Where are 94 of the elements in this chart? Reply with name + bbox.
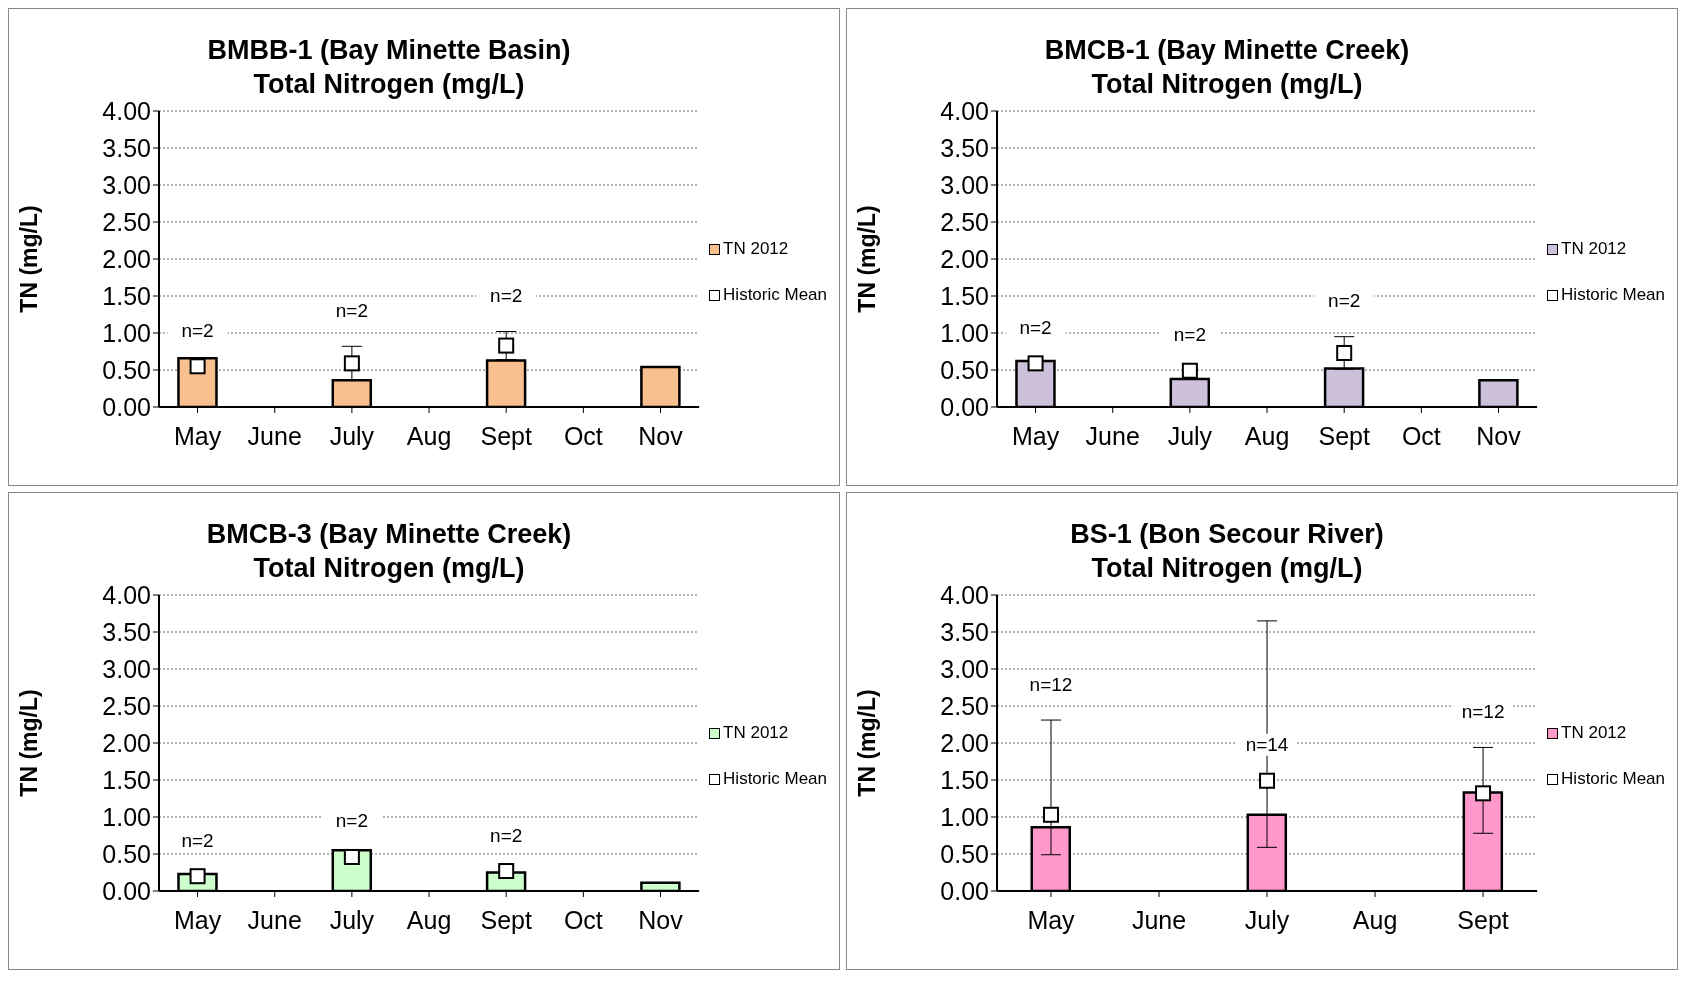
y-tick-label: 2.50	[940, 691, 989, 720]
y-tick-label: 0.00	[102, 876, 151, 905]
y-tick-label: 2.50	[102, 691, 151, 720]
chart-title: BMCB-3 (Bay Minette Creek)	[205, 518, 573, 551]
legend-label: TN 2012	[1561, 723, 1627, 743]
y-axis-title: TN (mg/L)	[854, 689, 881, 797]
y-tick-label: 0.50	[940, 355, 989, 384]
x-tick-label: Aug	[406, 905, 452, 934]
y-tick-label: 2.50	[940, 207, 989, 236]
chart-subtitle: Total Nitrogen (mg/L)	[253, 69, 525, 99]
annotation: n=12	[1029, 673, 1073, 695]
y-tick-label: 0.50	[102, 839, 151, 868]
x-tick-label: July	[329, 421, 375, 450]
x-tick-label: May	[1027, 905, 1076, 934]
chart-title: BS-1 (Bon Secour River)	[1069, 518, 1385, 551]
annotation: n=2	[490, 824, 523, 846]
y-tick-label: 3.50	[940, 133, 989, 162]
chart-subtitle: Total Nitrogen (mg/L)	[253, 553, 525, 583]
x-tick-label: Nov	[638, 905, 684, 934]
y-tick-label: 1.50	[940, 765, 989, 794]
annotation: n=2	[181, 319, 214, 341]
y-tick-label: 4.00	[940, 96, 989, 125]
y-tick-label: 1.50	[102, 281, 151, 310]
x-tick-label: Oct	[1401, 421, 1441, 450]
chart-subtitle: Total Nitrogen (mg/L)	[1091, 553, 1363, 583]
annotation: n=2	[490, 285, 523, 307]
y-tick-label: 2.00	[102, 728, 151, 757]
y-tick-label: 1.00	[940, 318, 989, 347]
y-tick-label: 0.00	[940, 392, 989, 421]
y-tick-label: 1.00	[102, 802, 151, 831]
y-axis-title: TN (mg/L)	[16, 689, 43, 797]
x-tick-label: June	[247, 421, 302, 450]
annotation: n=12	[1461, 700, 1505, 722]
x-tick-label: June	[247, 905, 302, 934]
x-tick-label: May	[173, 905, 222, 934]
y-tick-label: 1.50	[102, 765, 151, 794]
x-tick-label: Sept	[480, 905, 532, 934]
x-tick-label: Nov	[638, 421, 684, 450]
legend-label: Historic Mean	[1561, 769, 1665, 789]
y-axis-title: TN (mg/L)	[854, 205, 881, 313]
y-tick-label: 4.00	[940, 580, 989, 609]
legend-label: TN 2012	[723, 239, 789, 259]
y-tick-label: 2.00	[102, 244, 151, 273]
x-tick-label: Aug	[1352, 905, 1398, 934]
x-tick-label: Oct	[563, 905, 603, 934]
annotation: n=2	[181, 829, 214, 851]
legend-label: TN 2012	[1561, 239, 1627, 259]
legend-label: Historic Mean	[1561, 285, 1665, 305]
x-tick-label: July	[329, 905, 375, 934]
y-tick-label: 0.00	[940, 876, 989, 905]
y-tick-label: 2.50	[102, 207, 151, 236]
chart-subtitle: Total Nitrogen (mg/L)	[1091, 69, 1363, 99]
legend-label: Historic Mean	[723, 769, 827, 789]
legend-label: TN 2012	[723, 723, 789, 743]
y-tick-label: 0.50	[940, 839, 989, 868]
annotation: n=2	[1173, 324, 1206, 346]
x-tick-label: May	[173, 421, 222, 450]
chart-title: BMBB-1 (Bay Minette Basin)	[206, 34, 572, 67]
y-axis-title: TN (mg/L)	[16, 205, 43, 313]
annotation: n=2	[335, 810, 368, 832]
annotation: n=2	[1019, 316, 1052, 338]
x-tick-label: Nov	[1476, 421, 1522, 450]
y-tick-label: 3.00	[102, 170, 151, 199]
x-tick-label: May	[1011, 421, 1060, 450]
x-tick-label: July	[1167, 421, 1213, 450]
x-tick-label: Sept	[1457, 905, 1509, 934]
y-tick-label: 3.50	[102, 133, 151, 162]
x-tick-label: June	[1085, 421, 1140, 450]
y-tick-label: 0.00	[102, 392, 151, 421]
y-tick-label: 3.00	[940, 654, 989, 683]
x-tick-label: Aug	[1244, 421, 1290, 450]
x-tick-label: Oct	[563, 421, 603, 450]
legend-label: Historic Mean	[723, 285, 827, 305]
y-tick-label: 2.00	[940, 728, 989, 757]
y-tick-label: 1.50	[940, 281, 989, 310]
y-tick-label: 3.50	[102, 617, 151, 646]
annotation: n=2	[335, 299, 368, 321]
annotation: n=2	[1328, 290, 1361, 312]
y-tick-label: 4.00	[102, 96, 151, 125]
x-tick-label: Aug	[406, 421, 452, 450]
y-tick-label: 3.00	[102, 654, 151, 683]
x-tick-label: Sept	[1318, 421, 1370, 450]
y-tick-label: 3.50	[940, 617, 989, 646]
y-tick-label: 3.00	[940, 170, 989, 199]
x-tick-label: Sept	[480, 421, 532, 450]
y-tick-label: 2.00	[940, 244, 989, 273]
chart-title: BMCB-1 (Bay Minette Creek)	[1043, 34, 1411, 67]
x-tick-label: June	[1131, 905, 1187, 934]
y-tick-label: 1.00	[940, 802, 989, 831]
y-tick-label: 4.00	[102, 580, 151, 609]
x-tick-label: July	[1244, 905, 1290, 934]
y-tick-label: 1.00	[102, 318, 151, 347]
y-tick-label: 0.50	[102, 355, 151, 384]
annotation: n=14	[1245, 734, 1289, 756]
